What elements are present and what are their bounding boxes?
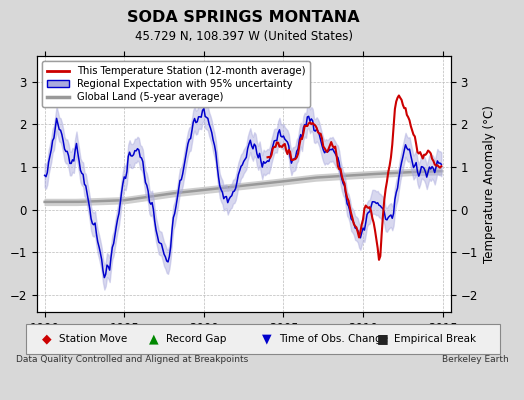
Y-axis label: Temperature Anomaly (°C): Temperature Anomaly (°C) xyxy=(483,105,496,263)
Text: 45.729 N, 108.397 W (United States): 45.729 N, 108.397 W (United States) xyxy=(135,30,353,43)
Text: ◆: ◆ xyxy=(42,332,51,345)
Text: ▼: ▼ xyxy=(262,332,271,345)
Legend: This Temperature Station (12-month average), Regional Expectation with 95% uncer: This Temperature Station (12-month avera… xyxy=(42,61,310,107)
Text: Station Move: Station Move xyxy=(59,334,127,344)
Text: SODA SPRINGS MONTANA: SODA SPRINGS MONTANA xyxy=(127,10,360,25)
Text: ▲: ▲ xyxy=(149,332,159,345)
Text: ■: ■ xyxy=(377,332,389,345)
Text: Time of Obs. Change: Time of Obs. Change xyxy=(279,334,388,344)
Text: Data Quality Controlled and Aligned at Breakpoints: Data Quality Controlled and Aligned at B… xyxy=(16,355,248,364)
Text: Record Gap: Record Gap xyxy=(166,334,226,344)
Text: Empirical Break: Empirical Break xyxy=(394,334,476,344)
Text: Berkeley Earth: Berkeley Earth xyxy=(442,355,508,364)
